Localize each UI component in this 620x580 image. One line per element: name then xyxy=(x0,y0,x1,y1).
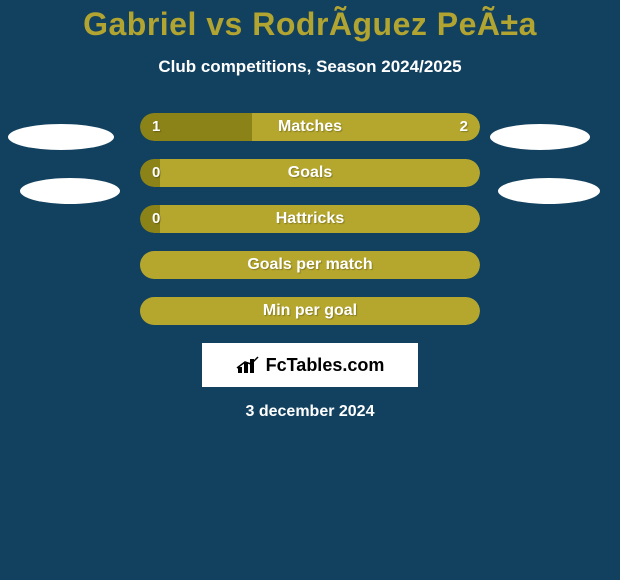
team-badge-placeholder xyxy=(20,178,120,204)
stat-bar xyxy=(140,251,480,279)
watermark: FcTables.com xyxy=(202,343,418,387)
bar-segment-left xyxy=(140,205,160,233)
stat-bar xyxy=(140,297,480,325)
page-title: Gabriel vs RodrÃ­guez PeÃ±a xyxy=(0,0,620,43)
stat-bar xyxy=(140,159,480,187)
team-badge-placeholder xyxy=(8,124,114,150)
stat-row: Min per goal xyxy=(0,297,620,325)
bar-segment-right xyxy=(160,205,480,233)
subtitle: Club competitions, Season 2024/2025 xyxy=(0,57,620,77)
stat-row: Hattricks0 xyxy=(0,205,620,233)
team-badge-placeholder xyxy=(490,124,590,150)
stat-bar xyxy=(140,113,480,141)
bar-segment-right xyxy=(140,251,480,279)
bar-chart-icon xyxy=(236,355,260,375)
watermark-text: FcTables.com xyxy=(266,355,385,376)
bar-segment-right xyxy=(160,159,480,187)
stat-row: Goals per match xyxy=(0,251,620,279)
team-badge-placeholder xyxy=(498,178,600,204)
bar-segment-right xyxy=(140,297,480,325)
comparison-infographic: Gabriel vs RodrÃ­guez PeÃ±a Club competi… xyxy=(0,0,620,580)
bar-segment-left xyxy=(140,159,160,187)
bar-segment-right xyxy=(252,113,480,141)
date-text: 3 december 2024 xyxy=(0,403,620,421)
bar-segment-left xyxy=(140,113,252,141)
stat-bar xyxy=(140,205,480,233)
